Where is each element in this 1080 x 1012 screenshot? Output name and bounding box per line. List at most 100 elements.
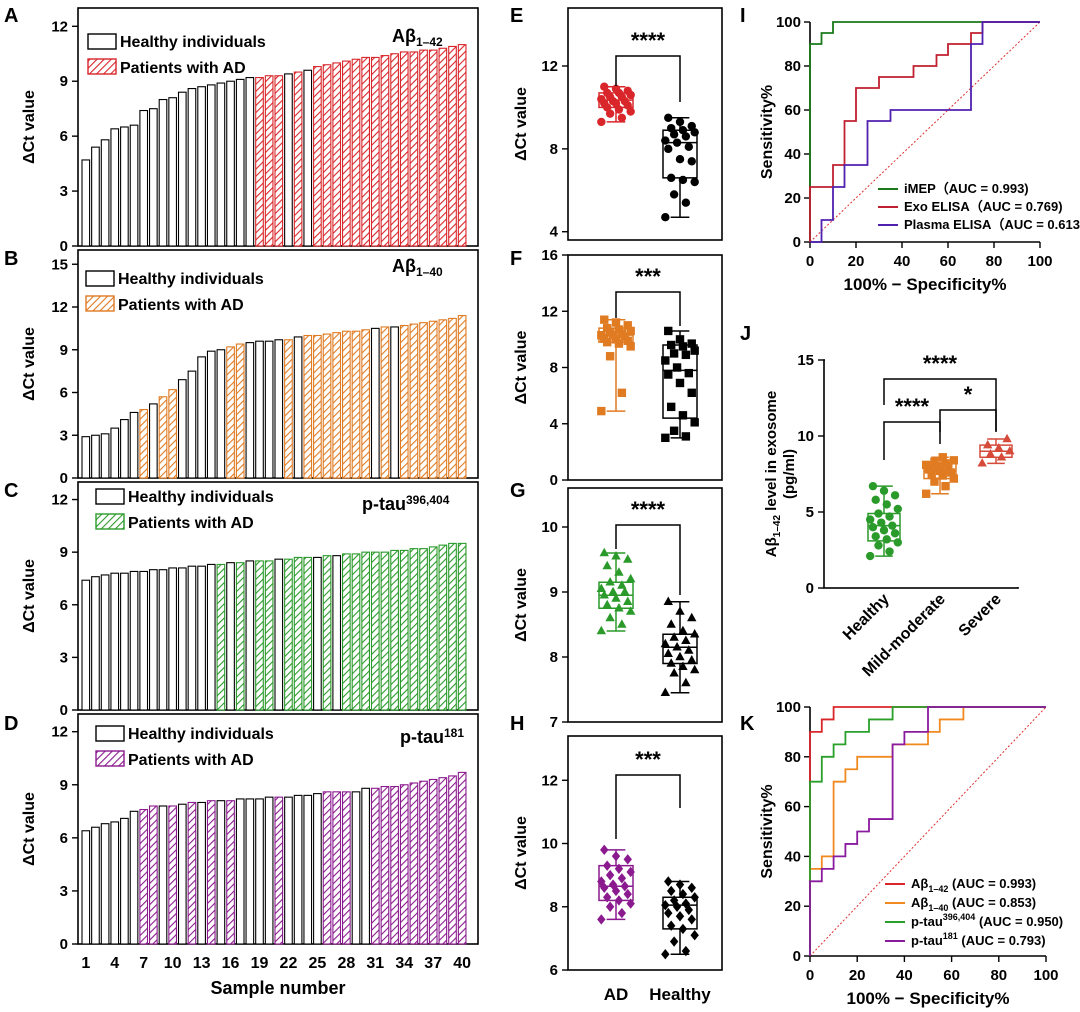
y-axis-label: ΔCt value [513, 331, 530, 405]
panel-letter-j: J [740, 323, 751, 345]
bar-ad [399, 324, 409, 479]
bar-healthy [139, 570, 149, 711]
data-point [687, 882, 696, 893]
roc-curve [809, 706, 1046, 956]
bar-healthy [139, 109, 149, 247]
data-point [625, 606, 636, 615]
bar-healthy [235, 78, 245, 247]
bar-ad [448, 45, 457, 247]
data-point [888, 521, 897, 530]
data-point [626, 326, 635, 336]
bar-healthy [158, 98, 168, 247]
legend-swatch-healthy [95, 488, 125, 505]
panel-frame [567, 735, 723, 971]
y-tick-label: 9 [60, 777, 68, 794]
bar-ad [264, 560, 274, 711]
bar-ad [284, 339, 293, 479]
data-point [681, 635, 691, 644]
data-point [605, 869, 615, 881]
data-point [687, 121, 696, 131]
data-point [605, 577, 615, 586]
y-tick-label: 20 [784, 190, 801, 207]
bar-healthy [149, 569, 158, 711]
y-tick-label: 0 [60, 702, 68, 719]
data-point [623, 596, 633, 605]
roc-curve [809, 21, 1040, 242]
bar-panel-a: 0 3 6 9 12 ΔCt value Healthy individuals Patien… [21, 7, 479, 255]
bar-ad [332, 791, 342, 945]
data-point [666, 920, 676, 931]
data-point [885, 512, 894, 521]
x-tick-label: 20 [849, 967, 866, 984]
bar-healthy [284, 796, 293, 945]
significance-label: *** [635, 747, 661, 772]
bar-ad [380, 55, 390, 247]
bar-healthy [81, 436, 91, 479]
y-tick-label: 15 [797, 352, 814, 369]
legend: Healthy individuals Patients with AD [87, 33, 266, 77]
legend-swatch-ad [95, 750, 125, 767]
bar-ad [361, 329, 371, 479]
bar-ad [448, 775, 457, 945]
panel-title: Aβ1–40 [392, 256, 443, 279]
significance-bracket [883, 421, 941, 460]
x-tick-label: 37 [424, 955, 442, 972]
bar-healthy [129, 411, 139, 479]
bar-healthy [361, 787, 371, 945]
data-point [672, 901, 682, 912]
bar-ad [274, 75, 284, 247]
bar-ad [139, 409, 149, 479]
y-tick-label: 0 [793, 234, 801, 251]
data-point [893, 504, 903, 514]
x-tick-label: 40 [896, 967, 913, 984]
data-point [669, 190, 679, 199]
bar-healthy [313, 556, 322, 711]
x-tick-label: 4 [110, 955, 119, 972]
bar-healthy [235, 798, 245, 945]
bar-ad [457, 771, 467, 945]
bar-healthy [110, 128, 120, 247]
legend-label: p-tau396,404 (AUC = 0.950) [911, 912, 1063, 929]
data-point [664, 876, 673, 887]
data-point [874, 509, 883, 518]
data-point [605, 901, 615, 912]
bar-healthy [197, 565, 206, 711]
legend-label-ad: Patients with AD [120, 60, 246, 77]
y-tick-label: 40 [784, 146, 801, 163]
data-point [614, 895, 624, 906]
bar-healthy [274, 339, 284, 479]
data-point [617, 873, 627, 884]
box-healthy [661, 876, 699, 960]
data-point [596, 583, 607, 592]
data-point [664, 144, 673, 154]
y-tick-label: 3 [60, 883, 68, 900]
bar-healthy [303, 794, 313, 945]
data-point [611, 318, 621, 327]
data-point [865, 515, 875, 524]
bar-healthy [284, 73, 293, 247]
panel-frame [567, 487, 723, 723]
box-panel-f: 0 4 8 12 16 ΔCt value *** [513, 247, 723, 489]
y-axis-label: ΔCt value [21, 90, 38, 164]
x-tick-label: 34 [395, 955, 413, 972]
data-point [663, 596, 673, 605]
bar-ad [139, 808, 149, 945]
bar-healthy [245, 560, 255, 711]
bar-healthy [110, 821, 120, 945]
bar-ad [380, 326, 390, 479]
bar-healthy [197, 86, 206, 247]
legend-label-ad: Patients with AD [118, 297, 244, 314]
data-point [868, 523, 878, 532]
bar-ad [293, 71, 303, 247]
y-tick-label: 60 [784, 102, 801, 119]
x-tick-label: 80 [990, 967, 1007, 984]
bar-healthy [129, 570, 139, 711]
y-tick-label: 12 [541, 58, 558, 75]
data-point [935, 466, 945, 476]
bar-ad [380, 551, 390, 711]
data-point [664, 907, 673, 919]
data-point [600, 882, 609, 893]
bar-healthy [293, 794, 303, 945]
data-point [597, 330, 606, 340]
bar-ad [438, 319, 448, 479]
